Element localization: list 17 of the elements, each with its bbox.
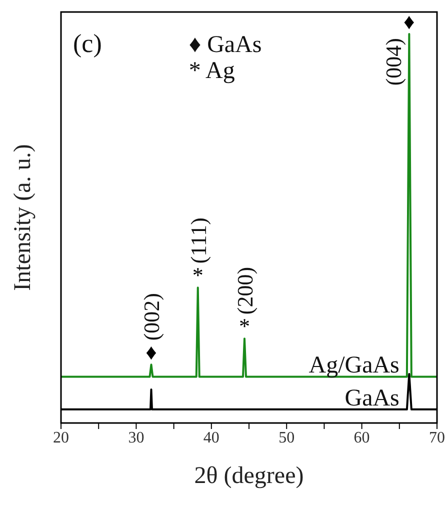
annotation: ♦ GaAs [188, 32, 262, 58]
x-tick-label: 40 [203, 429, 220, 446]
annotation: ♦ (002) [139, 292, 164, 365]
annotation: * Ag [188, 58, 235, 84]
x-tick-label: 20 [53, 429, 69, 446]
x-axis-title: 2θ (degree) [194, 463, 304, 489]
annotation: * (200) [232, 266, 258, 339]
annotation: ♦ (004) [381, 9, 415, 86]
y-axis-title: Intensity (a. u.) [10, 144, 36, 291]
x-tick-label: 60 [354, 429, 370, 446]
annotation: (c) [73, 29, 102, 58]
series-label: Ag/GaAs [308, 352, 400, 379]
annotation: * (111) [186, 218, 211, 288]
x-tick-label: 70 [429, 429, 445, 446]
x-tick-label: 50 [278, 429, 295, 446]
series-label: GaAs [344, 385, 400, 412]
x-tick-label: 30 [128, 429, 144, 446]
